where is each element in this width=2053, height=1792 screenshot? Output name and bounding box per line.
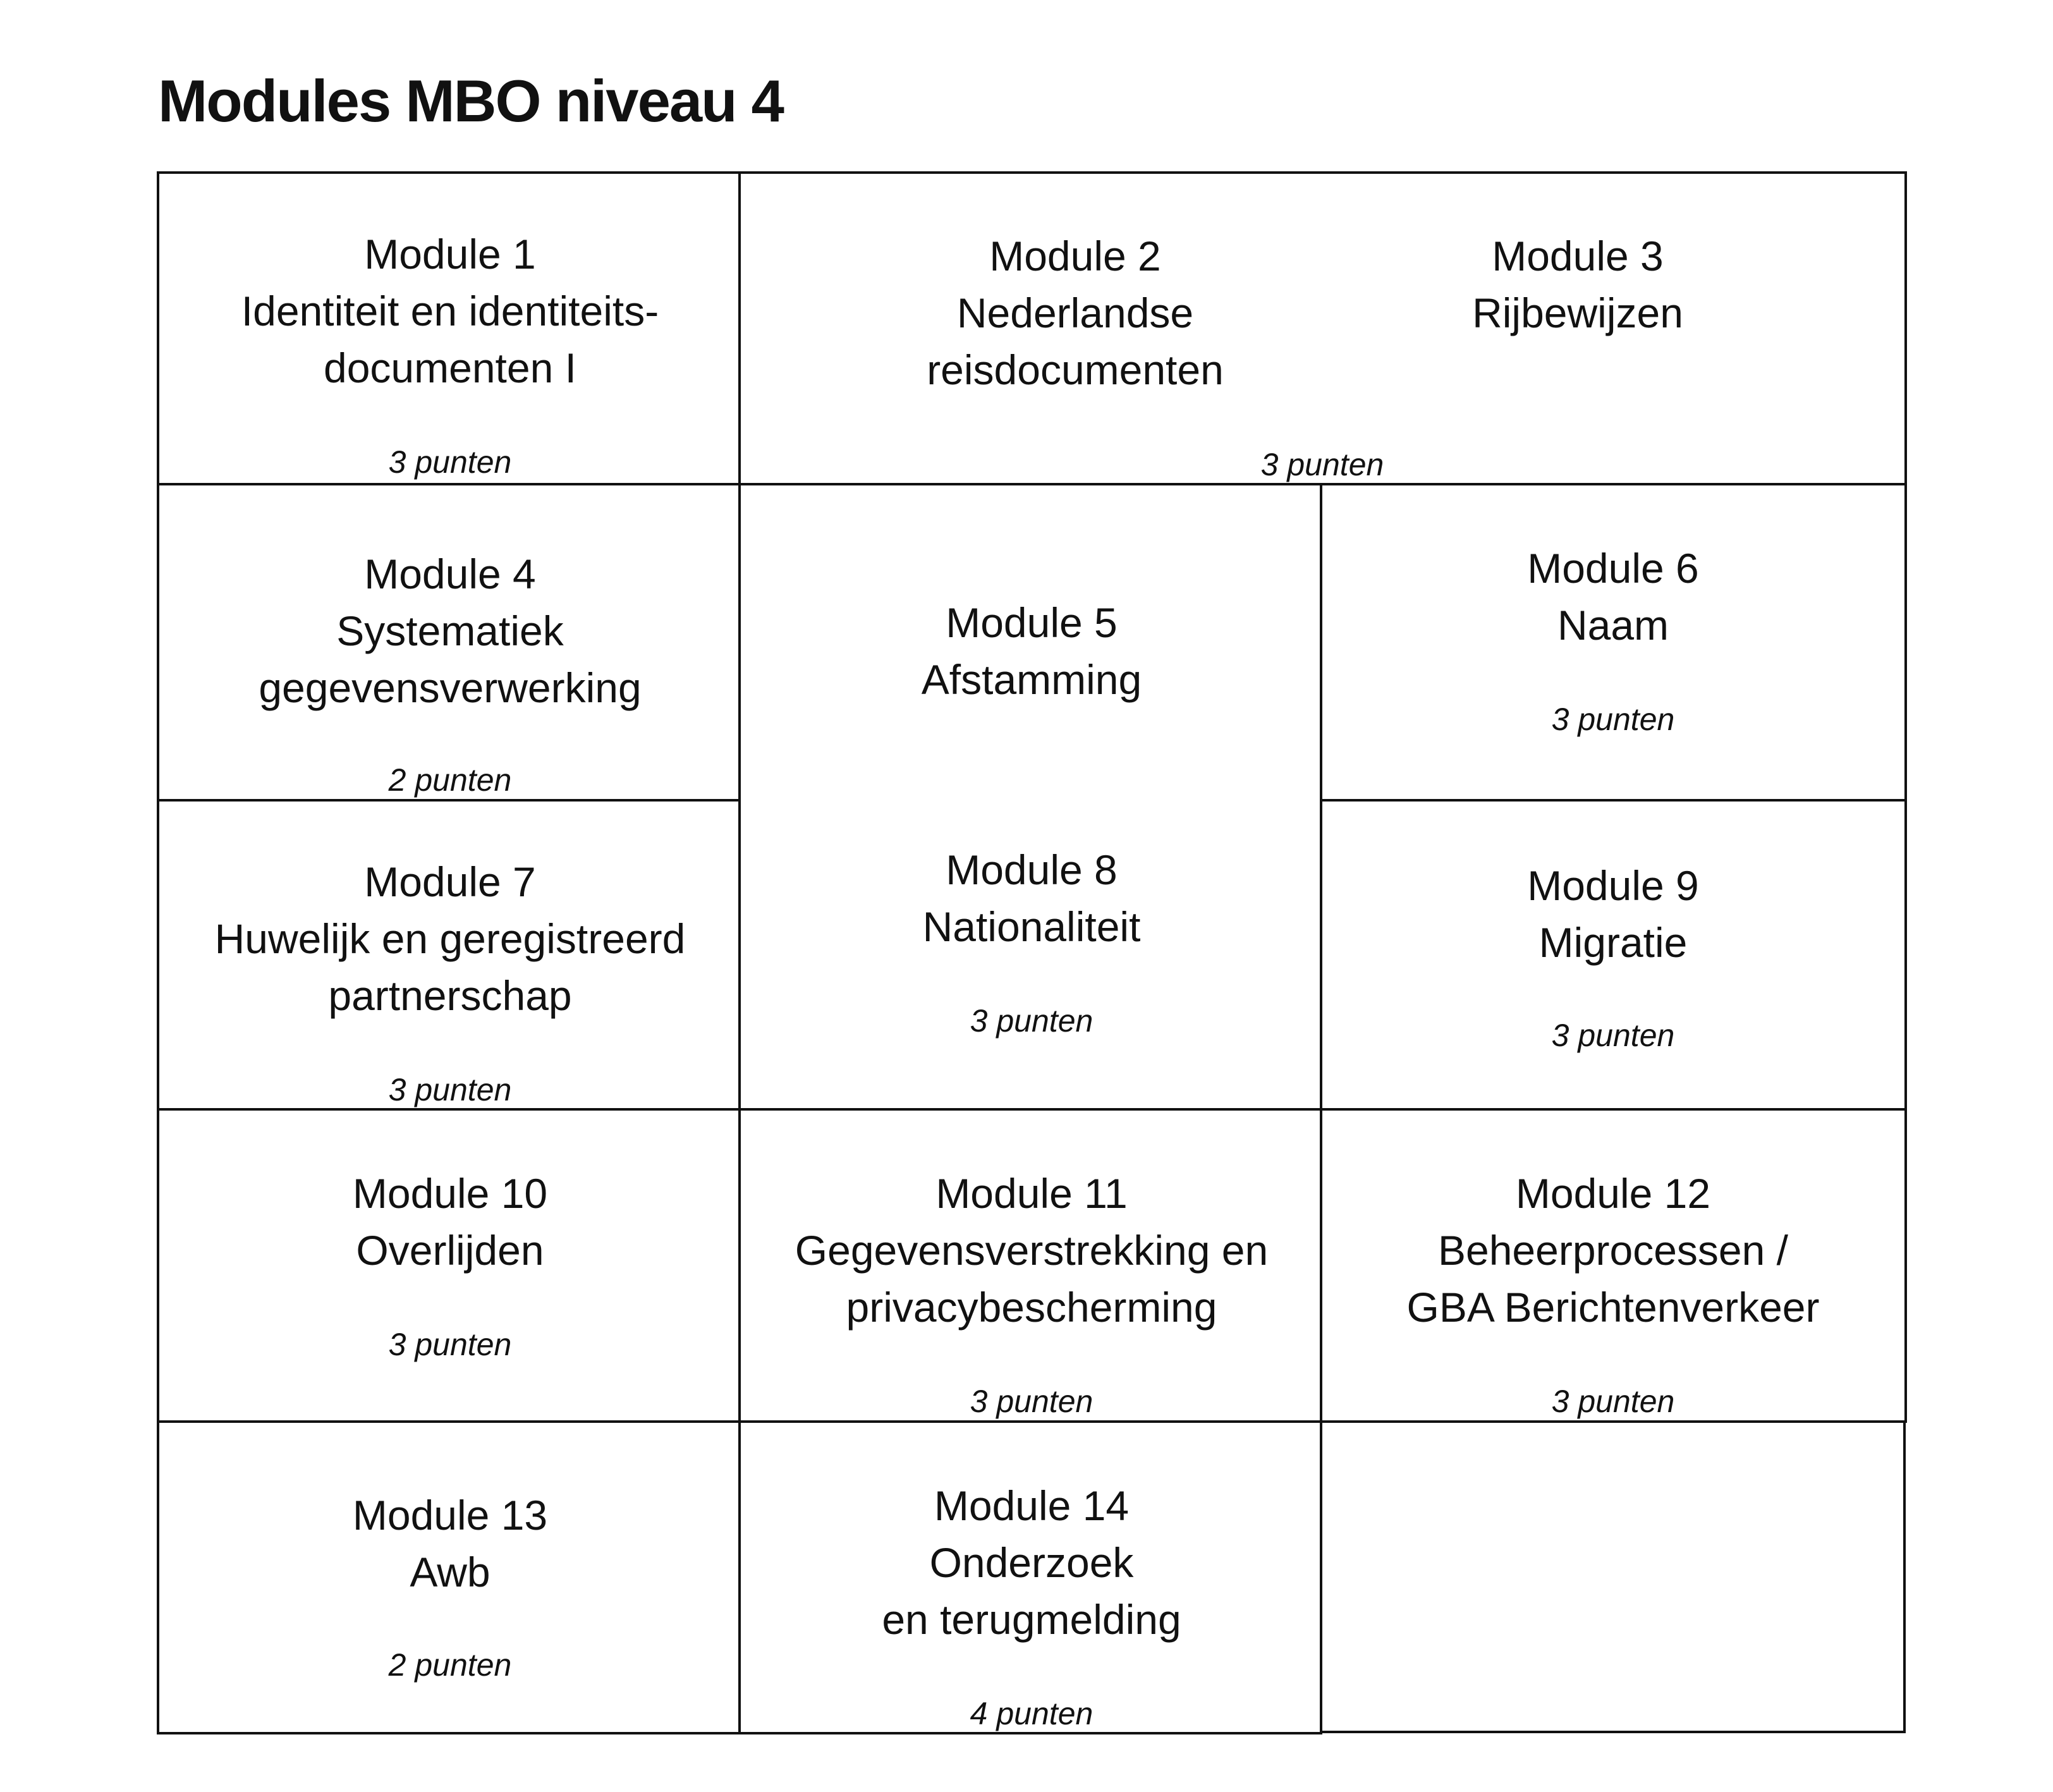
module-points: 3 punten: [388, 1327, 512, 1362]
module-block: Module 5 Afstamming: [922, 594, 1142, 708]
module-cell: Module 7 Huwelijk en geregistreerd partner…: [157, 799, 741, 1111]
module-cell: Module 13 Awb 2 punten: [157, 1420, 741, 1734]
module-name: reisdocumenten: [927, 346, 1224, 393]
module-points: 3 punten: [1551, 1018, 1675, 1053]
module-block: Module 12 Beheerprocessen / GBA Berichtenv…: [1407, 1165, 1820, 1336]
module-name: gegevensverwerking: [259, 664, 642, 711]
module-points: 3 punten: [1551, 1384, 1675, 1419]
module-label: Module 12: [1515, 1170, 1711, 1217]
module-cell: Module 9 Migratie 3 punten: [1320, 799, 1907, 1111]
module-name: Identiteit en identiteits-: [241, 288, 659, 334]
module-label: Module 10: [352, 1170, 548, 1217]
module-cell: Module 10 Overlijden 3 punten: [157, 1108, 741, 1423]
module-points: 3 punten: [388, 444, 512, 480]
module-points: 4 punten: [970, 1696, 1094, 1731]
module-cell: Module 2 Nederlandse reisdocumenten Module …: [738, 171, 1907, 485]
module-block: Module 1 Identiteit en identiteits-docume…: [241, 226, 659, 396]
module-name: Overlijden: [356, 1227, 544, 1274]
module-points: 3 punten: [1260, 447, 1384, 482]
module-block: Module 8 Nationaliteit: [923, 841, 1141, 955]
module-block: Module 14 Onderzoek en terugmelding: [882, 1477, 1181, 1648]
module-points: 3 punten: [1551, 702, 1675, 737]
module-label: Module 1: [364, 231, 536, 277]
module-name: Migratie: [1538, 919, 1688, 966]
module-block: Module 10 Overlijden: [353, 1165, 547, 1279]
module-block: Module 11 Gegevensverstrekking en privacyb…: [795, 1165, 1268, 1336]
module-name: Beheerprocessen /: [1437, 1227, 1789, 1274]
module-points: 3 punten: [970, 1384, 1094, 1419]
module-label: Module 3: [1492, 233, 1664, 279]
module-points: 3 punten: [970, 1003, 1094, 1039]
module-block: Module 3 Rijbewijzen: [1472, 228, 1683, 341]
module-name: GBA Berichtenverkeer: [1406, 1284, 1820, 1331]
module-name: documenten I: [324, 344, 576, 391]
module-name: Naam: [1557, 602, 1669, 649]
module-block: Module 13 Awb: [353, 1487, 547, 1600]
module-name: Awb: [410, 1549, 490, 1595]
module-cell: Module 1 Identiteit en identiteits-docume…: [157, 171, 741, 485]
empty-cell: [1320, 1420, 1906, 1733]
module-points: 3 punten: [388, 1072, 512, 1107]
module-name: Nationaliteit: [922, 903, 1141, 950]
module-label: Module 14: [934, 1482, 1130, 1529]
module-name: partnerschap: [328, 972, 572, 1019]
module-block: Module 6 Naam: [1527, 540, 1699, 654]
page-title: Modules MBO niveau 4: [158, 68, 784, 134]
module-label: Module 7: [364, 858, 536, 905]
module-name: Afstamming: [921, 656, 1142, 703]
module-block: Module 9 Migratie: [1527, 857, 1699, 971]
module-name: Nederlandse: [956, 290, 1194, 336]
module-label: Module 4: [364, 551, 536, 597]
module-cell: Module 5 Afstamming Module 8 Nationaliteit 3…: [738, 483, 1322, 1111]
module-points: 2 punten: [388, 762, 512, 798]
module-label: Module 6: [1527, 545, 1699, 592]
module-name: Rijbewijzen: [1472, 290, 1683, 336]
module-cell: Module 14 Onderzoek en terugmelding 4 punte…: [738, 1420, 1322, 1734]
module-name: Huwelijk en geregistreerd: [214, 915, 686, 962]
module-name: Gegevensverstrekking en: [795, 1227, 1269, 1274]
module-block: Module 4 Systematiek gegevensverwerking: [259, 546, 641, 716]
module-block: Module 2 Nederlandse reisdocumenten: [927, 228, 1224, 398]
module-name: Onderzoek: [929, 1539, 1134, 1586]
module-name: en terugmelding: [882, 1596, 1181, 1643]
module-label: Module 8: [946, 846, 1118, 893]
module-cell: Module 6 Naam 3 punten: [1320, 483, 1907, 802]
module-label: Module 13: [352, 1492, 548, 1539]
module-points: 2 punten: [388, 1647, 512, 1683]
module-label: Module 5: [946, 599, 1118, 646]
module-block: Module 7 Huwelijk en geregistreerd partner…: [215, 853, 686, 1024]
module-label: Module 9: [1527, 862, 1699, 909]
module-cell: Module 11 Gegevensverstrekking en privacyb…: [738, 1108, 1322, 1423]
module-label: Module 11: [935, 1170, 1128, 1217]
module-name: Systematiek: [336, 607, 564, 654]
module-name: privacybescherming: [846, 1284, 1217, 1331]
module-cell: Module 12 Beheerprocessen / GBA Berichtenv…: [1320, 1108, 1907, 1423]
module-label: Module 2: [989, 233, 1161, 279]
module-cell: Module 4 Systematiek gegevensverwerking 2 p…: [157, 483, 741, 802]
